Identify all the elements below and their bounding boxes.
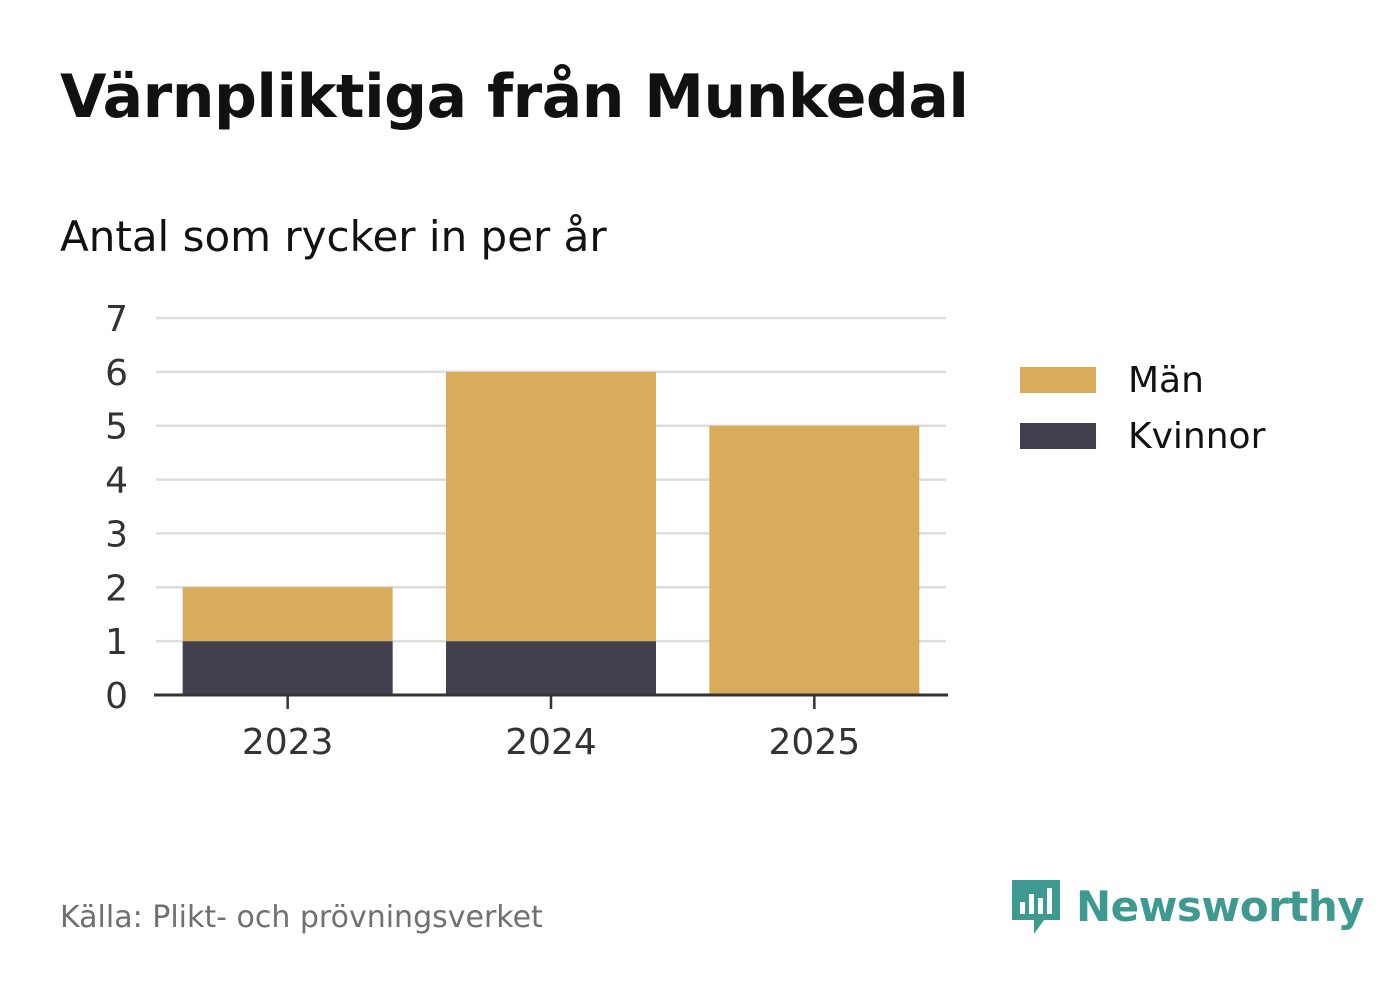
- bar-m-n-2023: [182, 587, 393, 642]
- y-tick-label: 4: [105, 461, 128, 502]
- legend-item-kvinnor: Kvinnor: [1020, 408, 1265, 464]
- axes: 0 1 2 3 4 5 6 7 2023 2024 2025: [105, 299, 948, 763]
- y-tick-label: 0: [105, 676, 128, 717]
- chart-subtitle: Antal som rycker in per år: [60, 212, 607, 261]
- y-tick-label: 3: [105, 514, 128, 555]
- bar-m-n-2025: [709, 425, 920, 695]
- brand: Newsworthy: [1010, 876, 1365, 936]
- y-tick-label: 5: [105, 407, 128, 448]
- legend-item-man: Män: [1020, 352, 1265, 408]
- source-note: Källa: Plikt- och prövningsverket: [60, 900, 543, 935]
- legend-swatch-kvinnor: [1020, 423, 1096, 449]
- legend-label-kvinnor: Kvinnor: [1128, 415, 1266, 457]
- x-tick-label-2025: 2025: [769, 722, 861, 763]
- x-tick-label-2024: 2024: [505, 722, 597, 763]
- chart-title: Värnpliktiga från Munkedal: [60, 62, 969, 132]
- legend-label-man: Män: [1128, 359, 1204, 401]
- bar-kvinnor-2023: [182, 641, 393, 695]
- x-tick-label-2023: 2023: [242, 722, 334, 763]
- legend: Män Kvinnor: [1020, 352, 1265, 464]
- newsworthy-logo-icon: [1012, 880, 1060, 934]
- bar-kvinnor-2024: [446, 641, 656, 695]
- y-tick-label: 1: [105, 622, 128, 663]
- bar-chart: 0 1 2 3 4 5 6 7 2023 2024 2025: [105, 299, 948, 763]
- bar-m-n-2024: [446, 371, 656, 642]
- y-tick-label: 2: [105, 568, 128, 609]
- y-tick-label: 7: [105, 299, 128, 340]
- brand-name: Newsworthy: [1076, 881, 1365, 931]
- legend-swatch-man: [1020, 367, 1096, 393]
- bars: [182, 371, 920, 695]
- y-tick-label: 6: [105, 353, 128, 394]
